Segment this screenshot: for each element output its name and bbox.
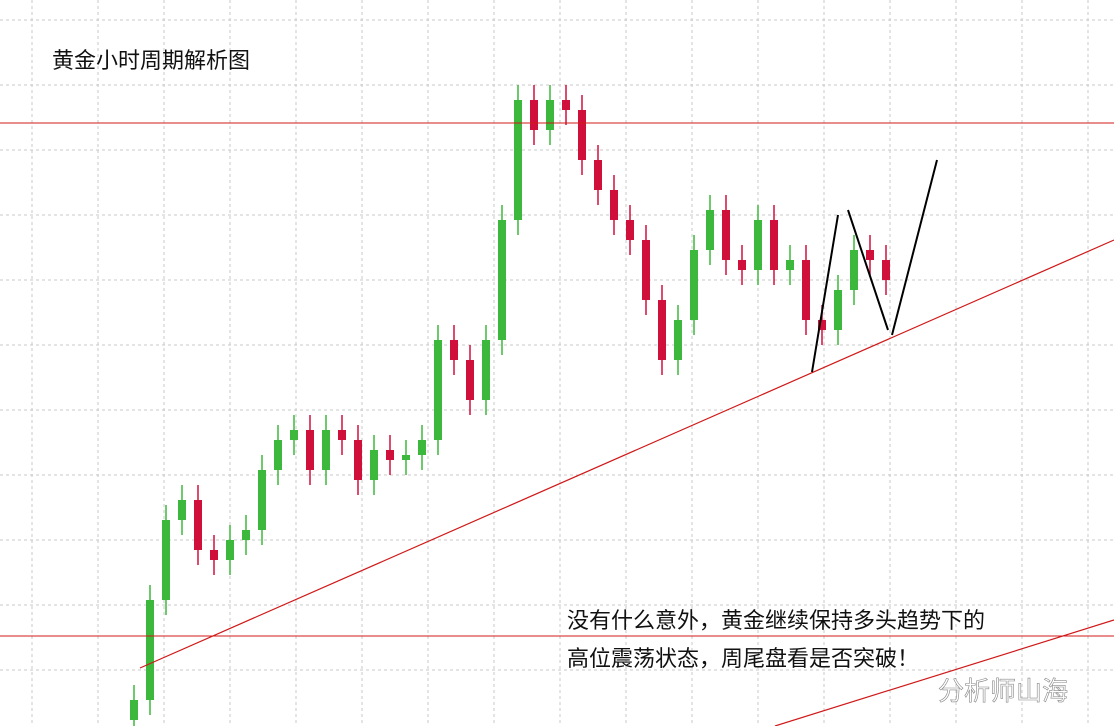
candle-body <box>242 530 250 540</box>
trend-line <box>774 619 1114 726</box>
trend-line <box>139 239 1114 669</box>
candle-body <box>722 210 730 260</box>
candles <box>130 85 890 726</box>
candle-body <box>882 260 890 280</box>
candle-body <box>210 550 218 560</box>
candle-body <box>738 260 746 270</box>
candle-body <box>530 100 538 130</box>
candle-body <box>626 220 634 240</box>
candle-body <box>354 440 362 480</box>
candle-body <box>578 110 586 160</box>
candle-body <box>834 290 842 330</box>
candle-body <box>434 340 442 440</box>
candle-body <box>338 430 346 440</box>
projection-line <box>847 209 889 331</box>
candle-body <box>322 430 330 470</box>
annotation: 高位震荡状态，周尾盘看是否突破！ <box>567 647 919 672</box>
candle-body <box>642 240 650 300</box>
candle-body <box>850 250 858 290</box>
candle-body <box>306 430 314 470</box>
candle-body <box>706 210 714 250</box>
projection-line <box>891 159 938 336</box>
candle-body <box>146 600 154 700</box>
projection-line <box>811 214 839 373</box>
candle-body <box>818 320 826 330</box>
candle-body <box>370 450 378 480</box>
candle-body <box>226 540 234 560</box>
candle-body <box>162 520 170 600</box>
candle-body <box>402 455 410 460</box>
candle-body <box>690 250 698 320</box>
candle-body <box>194 500 202 550</box>
candle-body <box>482 340 490 400</box>
candle-body <box>498 220 506 340</box>
candle-body <box>770 220 778 270</box>
candle-body <box>658 300 666 360</box>
candle-body <box>386 450 394 460</box>
candle-body <box>562 100 570 110</box>
candle-body <box>866 250 874 260</box>
candle-body <box>546 100 554 130</box>
watermark: 分析师山海 <box>938 677 1068 707</box>
candle-body <box>274 440 282 470</box>
candle-body <box>450 340 458 360</box>
candle-body <box>754 220 762 270</box>
chart-title: 黄金小时周期解析图 <box>52 49 250 74</box>
candle-body <box>786 260 794 270</box>
candle-body <box>466 360 474 400</box>
candle-body <box>514 100 522 220</box>
candle-body <box>610 190 618 220</box>
candle-body <box>258 470 266 530</box>
candle-body <box>290 430 298 440</box>
candle-body <box>674 320 682 360</box>
candle-body <box>594 160 602 190</box>
candle-body <box>802 260 810 320</box>
annotation: 没有什么意外，黄金继续保持多头趋势下的 <box>567 609 985 634</box>
candle-body <box>418 440 426 455</box>
candle-body <box>130 700 138 720</box>
candle-body <box>178 500 186 520</box>
